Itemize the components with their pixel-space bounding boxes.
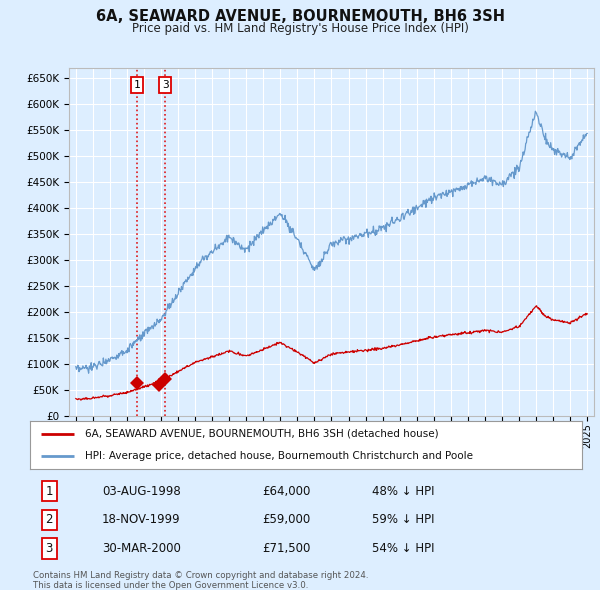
Text: HPI: Average price, detached house, Bournemouth Christchurch and Poole: HPI: Average price, detached house, Bour…: [85, 451, 473, 461]
Text: 3: 3: [46, 542, 53, 555]
Text: 03-AUG-1998: 03-AUG-1998: [102, 484, 181, 497]
Text: 54% ↓ HPI: 54% ↓ HPI: [372, 542, 435, 555]
Text: 1: 1: [134, 80, 140, 90]
Text: 18-NOV-1999: 18-NOV-1999: [102, 513, 181, 526]
Text: £64,000: £64,000: [262, 484, 310, 497]
Text: 6A, SEAWARD AVENUE, BOURNEMOUTH, BH6 3SH (detached house): 6A, SEAWARD AVENUE, BOURNEMOUTH, BH6 3SH…: [85, 429, 439, 439]
Text: Contains HM Land Registry data © Crown copyright and database right 2024.
This d: Contains HM Land Registry data © Crown c…: [33, 571, 368, 590]
Text: £71,500: £71,500: [262, 542, 310, 555]
Text: 30-MAR-2000: 30-MAR-2000: [102, 542, 181, 555]
Text: 2: 2: [46, 513, 53, 526]
Text: 3: 3: [162, 80, 169, 90]
Text: £59,000: £59,000: [262, 513, 310, 526]
Text: 6A, SEAWARD AVENUE, BOURNEMOUTH, BH6 3SH: 6A, SEAWARD AVENUE, BOURNEMOUTH, BH6 3SH: [95, 9, 505, 24]
Text: 59% ↓ HPI: 59% ↓ HPI: [372, 513, 435, 526]
Text: 48% ↓ HPI: 48% ↓ HPI: [372, 484, 435, 497]
Text: 1: 1: [46, 484, 53, 497]
Text: Price paid vs. HM Land Registry's House Price Index (HPI): Price paid vs. HM Land Registry's House …: [131, 22, 469, 35]
